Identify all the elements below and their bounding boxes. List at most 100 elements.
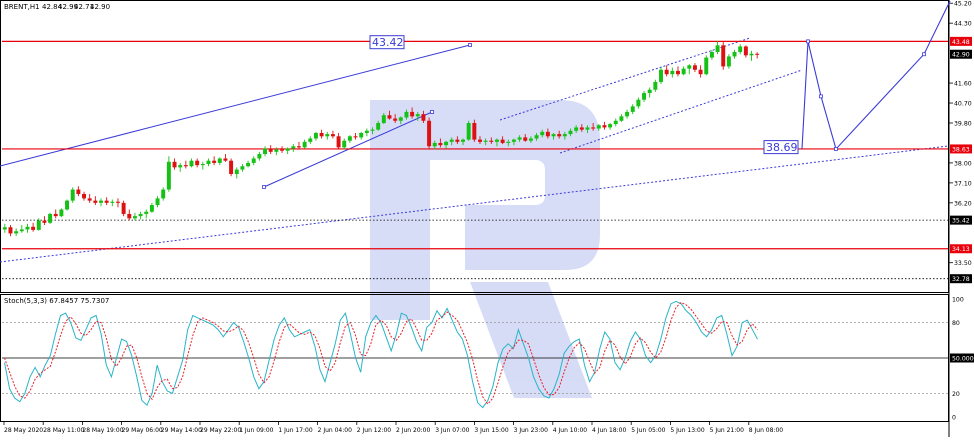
x-tick-label: 4 Jun 10:00 [553,427,587,434]
candle-body [726,56,731,67]
price-badge-label: 34.13 [952,246,970,253]
stoch-title: Stoch(5,3,3) 67.8457 75.7307 [4,297,109,305]
candle-body [36,220,41,230]
candle-body [325,134,330,137]
candle-body [359,132,364,138]
stoch-series-line [4,301,758,405]
candle-body [489,140,494,142]
watermark-logo [370,100,600,398]
candle-body [138,213,143,217]
candle-body [296,146,301,148]
y-tick-label: 39.80 [954,120,972,127]
candle-body [330,134,335,137]
candle-body [738,46,743,53]
candle-body [647,89,652,94]
price-badge-label: 32.78 [952,276,970,283]
candle-body [206,160,211,165]
candle-body [523,137,528,141]
trend-anchor [468,43,472,47]
ohlc-open: 42.84 [42,3,63,11]
candle-body [749,53,754,56]
candle-body [659,69,663,82]
candle-body [183,165,188,167]
forecast-path [801,0,951,151]
candle-body [370,129,375,131]
candle-body [274,149,279,152]
candle-body [472,122,477,140]
candle-body [87,198,92,201]
stoch-series-line [4,300,758,409]
candle-body [251,158,256,163]
price-badge [950,244,972,254]
y-tick-label: 33.50 [954,260,972,267]
candle-body [200,164,205,166]
candle-body [755,53,760,55]
candle-body [104,200,109,203]
candle-body [455,139,460,142]
price-badge-label: 38.63 [952,146,970,153]
candle-body [48,213,53,223]
candle-body [381,115,386,123]
candle-body [291,146,296,149]
candle-body [540,131,545,136]
candle-body [421,114,426,121]
candle-body [285,148,290,151]
candle-body [263,148,268,155]
candle-body [630,106,635,112]
candle-body [709,52,714,58]
x-tick-label: 5 Jun 21:00 [710,427,744,434]
candle-body [557,134,562,137]
x-tick-label: 2 Jun 20:00 [396,427,430,434]
candle-body [721,45,726,67]
candle-body [613,120,618,125]
candle-body [229,160,234,175]
ohlc-header: 42.84 42.99 42.71 42.90 [42,3,110,11]
candle-body [308,138,313,142]
candle-body [234,169,239,175]
stoch-y-label: 100 [952,297,964,304]
candle-body [625,111,630,117]
candle-body [8,227,13,234]
ohlc-close: 42.90 [90,3,110,11]
stoch-y-label: 50.0000 [952,356,974,363]
y-tick-label: 40.70 [954,101,972,108]
price-badge [950,36,972,46]
candle-body [217,158,222,163]
candle-body [444,141,449,146]
candle-body [2,227,7,230]
candle-body [591,127,596,129]
candle-body [410,111,415,117]
candle-body [585,127,590,130]
candle-body [619,116,624,121]
candle-body [31,226,36,230]
forecast-node [819,94,823,99]
candle-body [681,68,686,75]
y-tick-label: 41.60 [954,81,972,88]
candle-body [302,141,307,148]
candle-body [14,231,19,234]
chart-title: BRENT,H1 [4,3,40,11]
annotation-label: 38.69 [766,141,798,154]
ohlc-low: 42.71 [74,3,94,11]
candle-body [636,99,641,107]
x-tick-label: 29 May 14:00 [161,427,202,434]
candle-body [404,111,409,118]
candle-body [387,115,392,119]
x-tick-label: 1 Jun 09:00 [239,427,273,434]
annotation-box [369,35,405,50]
x-tick-label: 2 Jun 12:00 [357,427,391,434]
candle-body [70,189,75,201]
candle-body [461,139,466,142]
x-tick-label: 5 Jun 05:00 [631,427,665,434]
candle-body [240,166,245,170]
x-tick-label: 28 May 19:00 [82,427,123,434]
candle-body [178,165,183,168]
candle-body [121,202,126,214]
candle-body [132,216,137,219]
candle-body [466,122,471,140]
candle-body [257,154,262,159]
candle-body [517,137,522,140]
forecast-node [834,147,838,151]
candle-body [415,114,420,117]
